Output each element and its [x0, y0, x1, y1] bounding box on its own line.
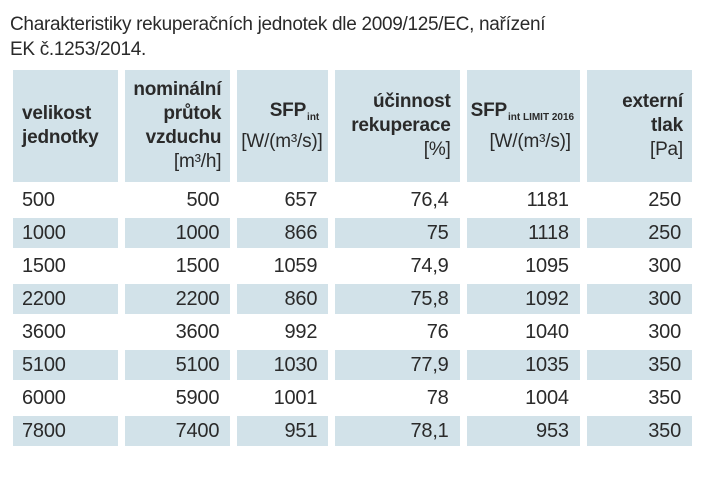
header-line: SFPint LIMIT 2016: [470, 99, 575, 130]
table-cell: 250: [648, 188, 681, 211]
table-cell: 2200: [13, 284, 119, 314]
table-cell: 7400: [125, 416, 231, 446]
header-line: účinnost: [373, 91, 451, 112]
unit-label: [%]: [423, 139, 451, 160]
table-cell: 1030: [237, 350, 329, 380]
table-cell: 1500: [22, 254, 66, 277]
table-cell: 76,4: [410, 188, 449, 211]
table-row: 500 500 657 76,4 1181 250: [13, 185, 692, 215]
document-title-line: Charakteristiky rekuperačních jednotek d…: [10, 14, 546, 35]
table-cell: 1095: [525, 254, 569, 277]
table-cell: 350: [648, 386, 681, 409]
table-cell: 866: [237, 218, 329, 248]
table-row: 3600 3600 992 76 1040 300: [13, 317, 692, 347]
table-cell: 75: [335, 218, 460, 248]
table-cell: 78,1: [335, 416, 460, 446]
sfp-label: SFP: [269, 99, 307, 121]
table-cell: 1000: [13, 218, 119, 248]
data-table: velikost jednotky nominální průtok vzduc…: [6, 67, 699, 449]
sfp-subscript: int LIMIT 2016: [507, 111, 575, 123]
table-cell: 5100: [13, 350, 119, 380]
table-cell: 76: [426, 320, 449, 343]
table-cell: 860: [237, 284, 329, 314]
table-row: 1500 1500 1059 74,9 1095 300: [13, 251, 692, 281]
col-header-sfp-int-limit: SFPint LIMIT 2016 [W/(m³/s)]: [466, 70, 580, 182]
table-cell: 5900: [175, 386, 220, 409]
table-cell: 350: [586, 416, 692, 446]
table-cell: 1500: [175, 254, 220, 277]
unit-label: [W/(m³/s)]: [489, 130, 571, 152]
header-line: velikost: [22, 103, 92, 124]
table-cell: 500: [22, 188, 55, 211]
table-cell: 1000: [125, 218, 231, 248]
table-cell: 953: [466, 416, 580, 446]
unit-label: [Pa]: [650, 139, 683, 160]
header-line: tlak: [651, 115, 683, 136]
table-cell: 1004: [525, 386, 569, 409]
table-cell: 500: [186, 188, 220, 211]
header-line: nominální: [133, 79, 222, 100]
table-cell: 6000: [22, 386, 66, 409]
table-row: 7800 7400 951 78,1 953 350: [13, 416, 692, 446]
table-cell: 2200: [125, 284, 231, 314]
table-cell: 992: [284, 320, 318, 343]
table-cell: 300: [648, 254, 681, 277]
table-cell: 300: [586, 284, 692, 314]
table-cell: 74,9: [410, 254, 449, 277]
table-cell: 78: [426, 386, 449, 409]
table-cell: 1040: [525, 320, 569, 343]
col-header-external-pressure: externí tlak [Pa]: [586, 70, 692, 182]
header-line: externí: [622, 91, 683, 112]
table-row: 6000 5900 1001 78 1004 350: [13, 383, 692, 413]
sfp-label: SFP: [470, 99, 508, 121]
header-line: rekuperace: [351, 115, 451, 136]
table-cell: 350: [586, 350, 692, 380]
col-header-sfp-int: SFPint [W/(m³/s)]: [237, 70, 329, 182]
table-cell: 7800: [13, 416, 119, 446]
table-cell: 250: [586, 218, 692, 248]
table-cell: 3600: [175, 320, 220, 343]
document-title: Charakteristiky rekuperačních jednotek d…: [10, 12, 697, 62]
table-row: 5100 5100 1030 77,9 1035 350: [13, 350, 692, 380]
document-title-line: EK č.1253/2014.: [10, 39, 146, 60]
table-cell: 1181: [526, 188, 569, 211]
table-cell: 1059: [273, 254, 318, 277]
table-cell: 3600: [22, 320, 66, 343]
table-cell: 1118: [466, 218, 580, 248]
col-header-unit-size: velikost jednotky: [13, 70, 119, 182]
header-line: vzduchu: [145, 127, 222, 148]
table-cell: 1035: [466, 350, 580, 380]
table-row: 1000 1000 866 75 1118 250: [13, 218, 692, 248]
table-cell: 300: [648, 320, 681, 343]
table-header-row: velikost jednotky nominální průtok vzduc…: [13, 70, 692, 182]
table-cell: 5100: [125, 350, 231, 380]
header-line: průtok: [163, 103, 222, 124]
unit-label: [W/(m³/s)]: [241, 130, 323, 152]
col-header-nominal-airflow: nominální průtok vzduchu [m³/h]: [125, 70, 231, 182]
table-body: 500 500 657 76,4 1181 250 1000 1000 866 …: [13, 185, 692, 446]
unit-label: [m³/h]: [173, 151, 222, 172]
table-header: velikost jednotky nominální průtok vzduc…: [13, 70, 692, 182]
table-cell: 657: [284, 188, 318, 211]
table-row: 2200 2200 860 75,8 1092 300: [13, 284, 692, 314]
header-line: jednotky: [22, 127, 99, 148]
table-cell: 75,8: [335, 284, 460, 314]
table-cell: 1092: [466, 284, 580, 314]
sfp-subscript: int: [307, 111, 320, 123]
table-cell: 1001: [273, 386, 318, 409]
header-line: SFPint: [241, 99, 320, 130]
table-cell: 951: [237, 416, 329, 446]
col-header-recovery-efficiency: účinnost rekuperace [%]: [335, 70, 460, 182]
table-cell: 77,9: [335, 350, 460, 380]
